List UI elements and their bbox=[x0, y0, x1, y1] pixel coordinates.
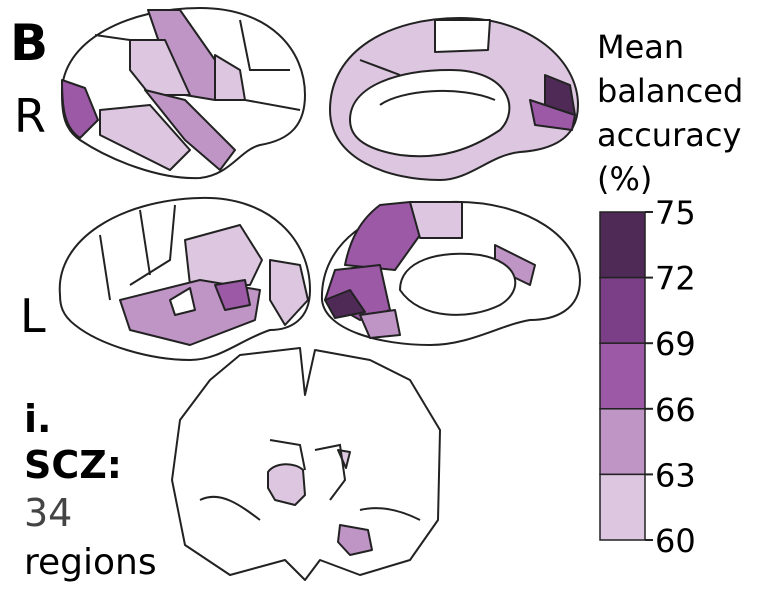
colorbar: Mean balanced accuracy (%) bbox=[597, 28, 743, 198]
caption-index: i. bbox=[24, 397, 51, 441]
colorbar-tick-label: 69 bbox=[655, 325, 696, 363]
row-label: L bbox=[20, 289, 46, 343]
colorbar-bin bbox=[599, 473, 646, 541]
brain-left-lateral bbox=[58, 196, 311, 361]
colorbar-tick-label: 60 bbox=[655, 522, 696, 560]
legend-title: accuracy bbox=[597, 116, 741, 154]
colorbar-tick-label: 72 bbox=[655, 260, 696, 298]
colorbar-tick-label: 75 bbox=[655, 194, 696, 232]
legend-title: balanced bbox=[597, 72, 743, 110]
panel-label: B bbox=[10, 14, 48, 72]
colorbar-tick-label: 66 bbox=[655, 391, 696, 429]
caption-unit: regions bbox=[24, 542, 157, 583]
colorbar-bin bbox=[599, 276, 646, 344]
caption-disorder: SCZ: bbox=[24, 443, 122, 487]
legend-title: Mean bbox=[597, 28, 684, 66]
colorbar-tick-label: 63 bbox=[655, 456, 696, 494]
brain-right-medial bbox=[329, 17, 579, 181]
colorbar-bin bbox=[599, 408, 646, 476]
brain-left-medial bbox=[320, 200, 581, 346]
legend-title: (%) bbox=[597, 160, 652, 198]
brain-coronal bbox=[171, 347, 441, 581]
row-label: R bbox=[14, 89, 46, 143]
colorbar-bin bbox=[599, 211, 646, 279]
caption-count: 34 bbox=[24, 491, 72, 535]
brain-right-lateral bbox=[60, 7, 306, 180]
colorbar-bin bbox=[599, 342, 646, 410]
